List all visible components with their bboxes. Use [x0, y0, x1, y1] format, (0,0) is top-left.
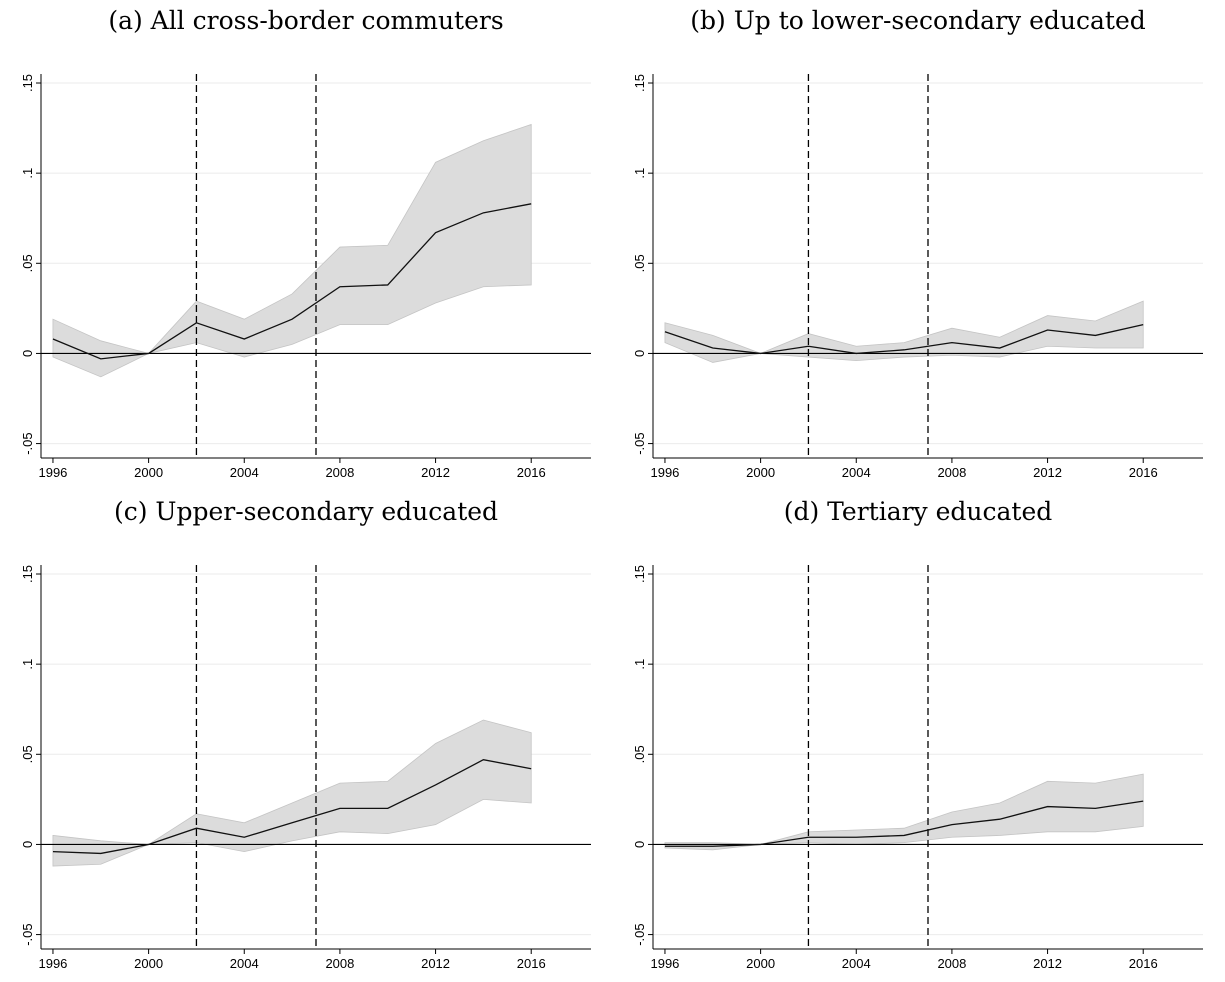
- series-line: [664, 800, 1144, 847]
- chart-panel-a: (a) All cross-border commuters -.05 0 .05.…: [0, 0, 612, 491]
- x-tick-label: 2008: [325, 465, 354, 480]
- panel-title: (b) Up to lower-secondary educated: [690, 6, 1146, 35]
- y-tick-label: .15: [20, 74, 35, 92]
- x-tick-label: 2000: [134, 956, 163, 971]
- y-tick-label: 0: [20, 350, 35, 357]
- y-tick-label: .15: [632, 74, 647, 92]
- x-tick-label: 2008: [937, 465, 966, 480]
- chart-panel-c: (c) Upper-secondary educated -.05 0 .05 .1.…: [0, 491, 612, 982]
- chart-svg: -.05 0 .05 .1 .15 1996 2000 2004 2008 2012 2016: [632, 565, 1203, 971]
- chart-panel-d: (d) Tertiary educated -.05 0 .05 .1 .15 1996 2…: [612, 491, 1224, 982]
- y-tick-label: 0: [632, 350, 647, 357]
- x-tick-label: 2004: [842, 465, 871, 480]
- chart-svg: -.05 0 .05 .1 .15 1996 2000 2004 2008 2012 2016: [20, 74, 591, 480]
- x-tick-label: 2016: [1129, 956, 1158, 971]
- panel-title: (c) Upper-secondary educated: [113, 497, 499, 526]
- y-tick-label: .1: [632, 168, 647, 179]
- y-tick-label: -.05: [632, 432, 647, 454]
- x-tick-label: 2004: [230, 465, 259, 480]
- x-tick-label: 2000: [746, 465, 775, 480]
- y-tick-label: .05: [20, 745, 35, 763]
- x-tick-label: 2016: [517, 956, 546, 971]
- x-tick-label: 2008: [325, 956, 354, 971]
- confidence-band: [52, 123, 532, 378]
- x-tick-label: 2000: [134, 465, 163, 480]
- x-tick-label: 2000: [746, 956, 775, 971]
- y-tick-label: -.05: [20, 432, 35, 454]
- series-line: [52, 759, 532, 855]
- y-tick-label: 0: [20, 841, 35, 848]
- x-tick-label: 2004: [842, 956, 871, 971]
- confidence-band: [664, 300, 1144, 363]
- x-tick-label: 2008: [937, 956, 966, 971]
- y-tick-label: .15: [20, 565, 35, 583]
- x-tick-label: 2012: [1033, 956, 1062, 971]
- x-tick-label: 2016: [517, 465, 546, 480]
- x-tick-label: 1996: [650, 956, 679, 971]
- y-tick-label: .15: [632, 565, 647, 583]
- x-tick-label: 1996: [38, 465, 67, 480]
- y-tick-label: .1: [20, 168, 35, 179]
- panel-title: (d) Tertiary educated: [783, 497, 1053, 526]
- y-tick-label: .05: [20, 254, 35, 272]
- y-tick-label: .1: [20, 659, 35, 670]
- x-tick-label: 2012: [421, 956, 450, 971]
- series-line: [52, 203, 532, 360]
- x-tick-label: 2012: [421, 465, 450, 480]
- y-tick-label: 0: [632, 841, 647, 848]
- y-tick-label: .05: [632, 745, 647, 763]
- x-tick-label: 1996: [650, 465, 679, 480]
- chart-svg: -.05 0 .05 .1 .15 1996 2000 2004 2008 2012 2016: [632, 74, 1203, 480]
- confidence-band: [664, 773, 1144, 851]
- panel-title: (a) All cross-border commuters: [108, 6, 504, 35]
- x-tick-label: 2004: [230, 956, 259, 971]
- y-tick-label: .1: [632, 659, 647, 670]
- y-tick-label: .05: [632, 254, 647, 272]
- y-tick-label: -.05: [632, 923, 647, 945]
- x-tick-label: 2016: [1129, 465, 1158, 480]
- chart-svg: -.05 0 .05 .1 .15 1996 2000 2004 2008 2012 2016: [20, 565, 591, 971]
- confidence-band: [52, 719, 532, 867]
- chart-panel-b: (b) Up to lower-secondary educated -.05 0…: [612, 0, 1224, 491]
- series-line: [664, 323, 1144, 355]
- y-tick-label: -.05: [20, 923, 35, 945]
- x-tick-label: 1996: [38, 956, 67, 971]
- x-tick-label: 2012: [1033, 465, 1062, 480]
